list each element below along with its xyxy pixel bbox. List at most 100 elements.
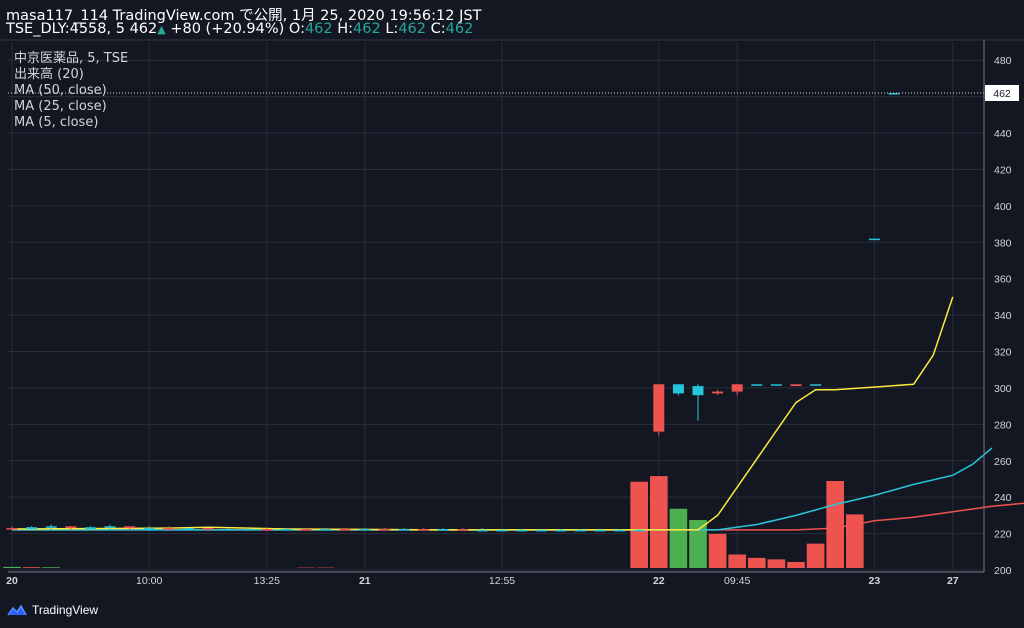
candle-body	[261, 529, 273, 531]
up-arrow-icon: ▲	[157, 23, 166, 36]
candle-body	[672, 384, 684, 394]
time-tick-label: 27	[947, 575, 959, 587]
candle-body	[731, 384, 743, 392]
price-tick-label: 480	[994, 55, 1012, 67]
candle-body	[320, 529, 332, 531]
ma50-line	[12, 502, 1024, 531]
candle-body	[437, 529, 449, 531]
axes: 200 220 240 260 280 300 320 340 360 380 400 420 440 4…	[0, 39, 1024, 587]
candle-body	[280, 529, 292, 531]
price-tick-label: 240	[994, 492, 1012, 504]
volume-bar	[806, 543, 825, 568]
published-title: masa117_114 TradingView.com で公開, 1月 25, …	[6, 8, 482, 24]
time-tick-label: 13:25	[254, 575, 280, 587]
legend-ma50[interactable]: MA (50, close)	[14, 83, 107, 98]
time-tick-label: 12:55	[489, 575, 515, 587]
candle-body	[888, 92, 900, 95]
candle-body	[104, 526, 116, 528]
volume-bar	[728, 554, 747, 568]
time-tick-label: 20	[6, 575, 18, 587]
candle-body	[770, 384, 782, 386]
candle-body	[359, 529, 371, 531]
candle-body	[182, 528, 194, 530]
candle-body	[790, 384, 802, 387]
candle-body	[810, 384, 822, 386]
time-tick-label: 21	[359, 575, 371, 587]
legend-series[interactable]: 中京医薬品, 5, TSE	[14, 51, 129, 66]
open-label: O:	[288, 21, 305, 37]
last-price: 462	[129, 21, 158, 37]
candle-body	[300, 529, 312, 531]
low-label: L:	[385, 21, 399, 37]
candle-body	[143, 528, 155, 530]
low-value: 462	[398, 21, 426, 37]
time-tick-label: 22	[653, 575, 665, 587]
ohlc-readout: TSE_DLY:4558, 5 462▲ +80 (+20.94%) O:462…	[6, 21, 473, 37]
candle-body	[712, 391, 724, 394]
price-tick-label: 380	[994, 237, 1012, 249]
candle-body	[457, 529, 469, 531]
price-tick-label: 320	[994, 347, 1012, 359]
ma5-line	[11, 296, 954, 531]
price-tick-label: 360	[994, 274, 1012, 286]
price-tick-label: 340	[994, 310, 1012, 322]
high-label: H:	[337, 21, 354, 37]
moving-averages	[11, 296, 1024, 531]
candle-body	[633, 529, 645, 532]
tradingview-cloud-icon	[7, 604, 27, 616]
volume-bars	[3, 476, 864, 568]
candle-body	[555, 529, 567, 532]
last-price-tag	[985, 84, 1019, 101]
chart-legend: 中京医薬品, 5, TSE 出来高 (20) MA (50, close) MA…	[14, 51, 128, 131]
price-tick-label: 220	[994, 529, 1012, 541]
price-tick-label: 420	[994, 164, 1012, 176]
candle-body	[6, 528, 18, 530]
legend-ma5[interactable]: MA (5, close)	[14, 115, 99, 130]
volume-bar	[787, 562, 805, 568]
volume-bar	[3, 566, 21, 568]
volume-bar	[845, 514, 864, 568]
candle-body	[868, 238, 880, 241]
candle-body	[84, 527, 96, 530]
candle-body	[496, 529, 508, 532]
symbol-label: TSE_DLY:4558, 5	[6, 21, 125, 37]
volume-bar	[669, 508, 688, 568]
candle-body	[26, 527, 38, 530]
volume-bar	[22, 567, 41, 568]
price-tick-label: 200	[994, 565, 1012, 577]
candle-body	[398, 529, 410, 531]
candle-body	[535, 529, 547, 532]
volume-bar	[42, 567, 61, 568]
legend-ma25[interactable]: MA (25, close)	[14, 99, 107, 114]
time-tick-label: 09:45	[724, 575, 750, 587]
legend-volume[interactable]: 出来高 (20)	[14, 67, 84, 82]
chart-grid	[8, 42, 984, 571]
volume-bar	[649, 476, 668, 568]
time-tick-label: 23	[869, 575, 881, 587]
candle-body	[222, 529, 234, 531]
last-price-tag-label: 462	[993, 88, 1011, 100]
candle-body	[124, 526, 136, 529]
candle-body	[45, 526, 57, 528]
close-value: 462	[445, 21, 474, 37]
open-value: 462	[304, 21, 333, 37]
candle-body	[163, 528, 175, 530]
price-tick-label: 280	[994, 419, 1012, 431]
tradingview-logo[interactable]: TradingView	[6, 603, 98, 617]
tradingview-brand: TradingView	[32, 603, 99, 617]
candle-body	[614, 529, 626, 532]
candle-body	[418, 529, 430, 531]
volume-bar	[708, 533, 727, 568]
volume-bar	[826, 481, 845, 568]
price-tick-label: 260	[994, 456, 1012, 468]
candle-body	[594, 529, 606, 532]
close-label: C:	[430, 21, 446, 37]
volume-bar	[767, 559, 786, 568]
price-tick-label: 440	[994, 128, 1012, 140]
candle-body	[378, 529, 390, 531]
candle-body	[751, 384, 763, 386]
volume-bar	[689, 520, 707, 568]
candle-body	[339, 529, 351, 531]
candle-body	[241, 529, 253, 531]
